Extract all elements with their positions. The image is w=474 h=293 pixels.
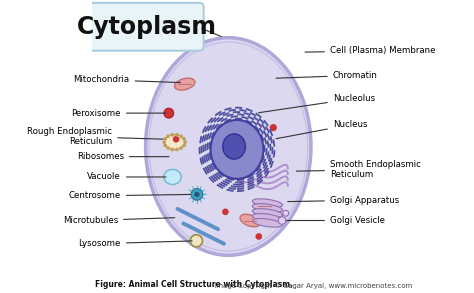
Text: Smooth Endoplasmic
Reticulum: Smooth Endoplasmic Reticulum: [296, 160, 421, 179]
Circle shape: [163, 141, 165, 143]
Text: Centrosome: Centrosome: [69, 191, 192, 200]
Circle shape: [223, 209, 228, 214]
Text: Ribosomes: Ribosomes: [77, 152, 169, 161]
Ellipse shape: [252, 219, 283, 227]
Circle shape: [256, 234, 261, 239]
Circle shape: [270, 125, 276, 131]
Circle shape: [164, 108, 174, 118]
Ellipse shape: [252, 199, 283, 207]
Ellipse shape: [240, 214, 260, 227]
Ellipse shape: [146, 38, 311, 255]
Text: Image Copyright © Sagar Aryal, www.microbenotes.com: Image Copyright © Sagar Aryal, www.micro…: [212, 282, 412, 289]
Ellipse shape: [164, 169, 181, 185]
Circle shape: [167, 147, 169, 149]
Ellipse shape: [210, 120, 264, 179]
Circle shape: [278, 217, 286, 224]
Text: Peroxisome: Peroxisome: [72, 109, 166, 117]
Text: Nucleus: Nucleus: [276, 120, 367, 139]
Circle shape: [167, 135, 169, 137]
Text: Cell (Plasma) Membrane: Cell (Plasma) Membrane: [305, 46, 436, 55]
Text: Microtubules: Microtubules: [63, 216, 175, 225]
Text: Cytoplasm: Cytoplasm: [76, 15, 217, 39]
Circle shape: [164, 138, 166, 140]
Circle shape: [194, 192, 200, 197]
Circle shape: [191, 189, 203, 200]
Text: Mitochondria: Mitochondria: [73, 75, 181, 84]
Text: Rough Endoplasmic
Reticulum: Rough Endoplasmic Reticulum: [27, 127, 163, 146]
Circle shape: [173, 137, 179, 142]
Text: Chromatin: Chromatin: [276, 71, 378, 80]
Text: Lysosome: Lysosome: [79, 239, 192, 248]
Circle shape: [183, 138, 185, 140]
Ellipse shape: [252, 209, 283, 217]
Circle shape: [190, 235, 202, 247]
Circle shape: [164, 144, 166, 146]
Ellipse shape: [174, 78, 195, 90]
Ellipse shape: [252, 204, 283, 212]
Text: Golgi Apparatus: Golgi Apparatus: [288, 196, 399, 205]
Text: Vacuole: Vacuole: [87, 173, 166, 181]
Circle shape: [283, 210, 289, 216]
Ellipse shape: [252, 214, 283, 222]
Circle shape: [171, 134, 173, 136]
Circle shape: [176, 148, 178, 151]
Text: Golgi Vesicle: Golgi Vesicle: [282, 216, 385, 225]
Circle shape: [176, 134, 178, 136]
Ellipse shape: [254, 200, 275, 212]
Circle shape: [184, 141, 186, 143]
Ellipse shape: [223, 134, 246, 159]
Circle shape: [180, 135, 182, 137]
Circle shape: [183, 144, 185, 146]
Circle shape: [180, 147, 182, 149]
Text: Nucleolus: Nucleolus: [259, 94, 375, 113]
Ellipse shape: [164, 134, 185, 150]
Text: Figure: Animal Cell Structure with Cytoplasm,: Figure: Animal Cell Structure with Cytop…: [95, 280, 293, 289]
Circle shape: [171, 148, 173, 151]
FancyBboxPatch shape: [89, 3, 204, 51]
